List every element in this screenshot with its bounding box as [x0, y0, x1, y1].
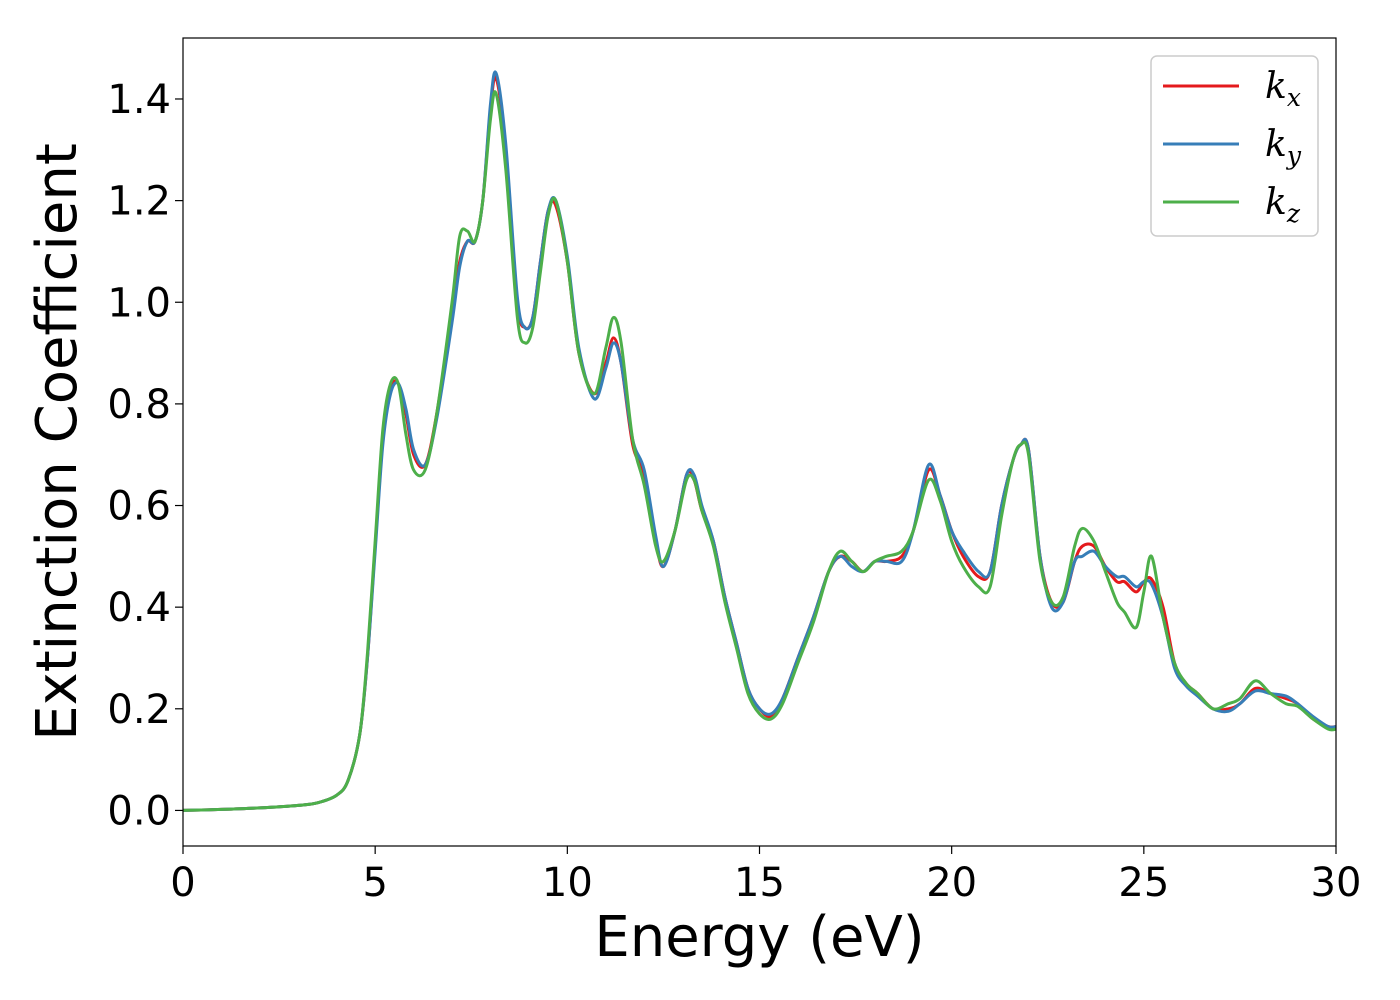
x-tick-label: 5: [362, 860, 387, 906]
y-tick-label: 0.0: [107, 788, 171, 834]
x-axis-ticks: 0 5 10 15 20 25 30: [170, 846, 1361, 906]
plot-lines: [182, 70, 1337, 812]
x-tick-label: 10: [542, 860, 593, 906]
x-axis-label: Energy (eV): [594, 905, 924, 970]
x-tick-label: 15: [734, 860, 785, 906]
y-tick-label: 0.6: [107, 484, 171, 530]
y-axis-label: Extinction Coefficient: [25, 143, 90, 741]
legend: kx ky kz: [1150, 55, 1319, 237]
x-tick-label: 20: [926, 860, 977, 906]
y-tick-label: 0.4: [107, 585, 171, 631]
legend-box: [1150, 55, 1319, 237]
y-tick-label: 1.4: [107, 77, 171, 123]
x-tick-label: 0: [170, 860, 195, 906]
y-tick-label: 0.8: [107, 382, 171, 428]
y-tick-label: 1.2: [107, 179, 171, 225]
series-line-z: [182, 90, 1337, 812]
y-tick-label: 0.2: [107, 687, 171, 733]
legend-label-y: ky: [1265, 124, 1302, 170]
x-tick-label: 30: [1311, 860, 1362, 906]
legend-label-z: kz: [1265, 182, 1301, 228]
x-tick-label: 25: [1118, 860, 1169, 906]
legend-label-x: kx: [1265, 66, 1301, 112]
y-axis-ticks: 0.0 0.2 0.4 0.6 0.8 1.0 1.2 1.4: [107, 77, 183, 834]
y-tick-label: 1.0: [107, 280, 171, 326]
